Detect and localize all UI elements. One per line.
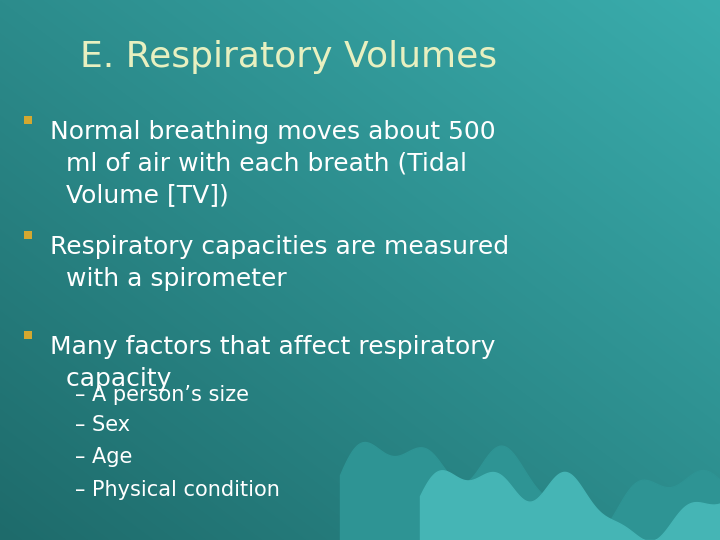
Text: – Physical condition: – Physical condition — [75, 480, 280, 500]
Text: – Age: – Age — [75, 447, 132, 467]
Text: – A person’s size: – A person’s size — [75, 385, 249, 405]
Text: Normal breathing moves about 500
  ml of air with each breath (Tidal
  Volume [T: Normal breathing moves about 500 ml of a… — [50, 120, 495, 207]
Text: Respiratory capacities are measured
  with a spirometer: Respiratory capacities are measured with… — [50, 235, 509, 291]
Text: Many factors that affect respiratory
  capacity: Many factors that affect respiratory cap… — [50, 335, 495, 390]
Text: – Sex: – Sex — [75, 415, 130, 435]
Text: E. Respiratory Volumes: E. Respiratory Volumes — [80, 40, 497, 74]
